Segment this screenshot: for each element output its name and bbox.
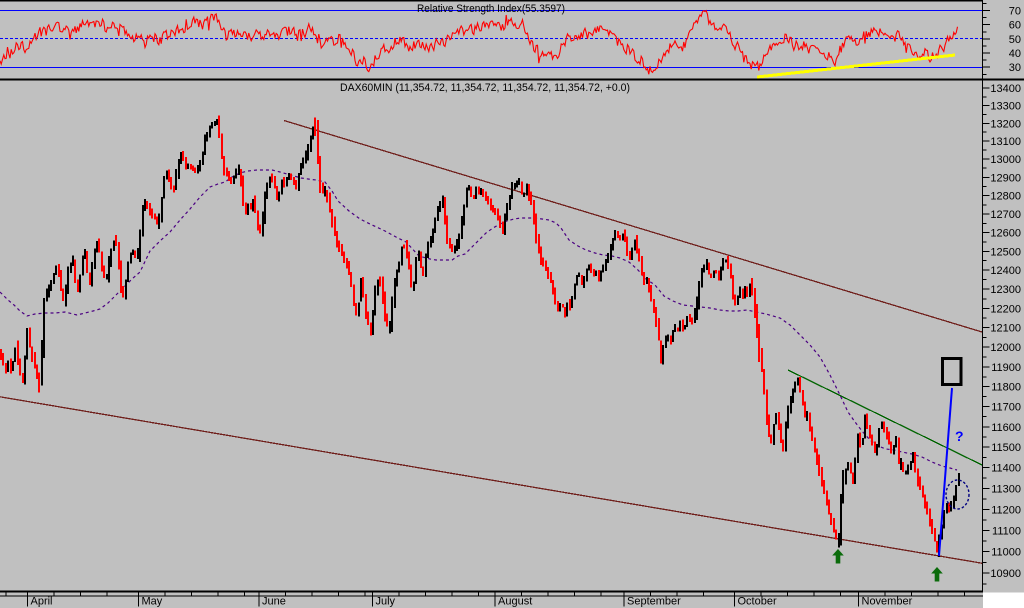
svg-text:October: October bbox=[738, 596, 777, 608]
svg-text:12000: 12000 bbox=[990, 342, 1021, 354]
svg-text:July: July bbox=[376, 596, 396, 608]
svg-text:13100: 13100 bbox=[990, 136, 1021, 148]
svg-text:May: May bbox=[142, 596, 163, 608]
svg-text:13300: 13300 bbox=[990, 101, 1021, 113]
svg-text:11800: 11800 bbox=[991, 382, 1021, 394]
svg-text:11400: 11400 bbox=[991, 463, 1021, 475]
svg-text:12300: 12300 bbox=[990, 284, 1021, 296]
svg-text:12100: 12100 bbox=[990, 323, 1021, 335]
svg-text:13000: 13000 bbox=[990, 154, 1021, 166]
svg-text:11600: 11600 bbox=[991, 422, 1021, 434]
svg-text:Relative Strength Index(55.359: Relative Strength Index(55.3597) bbox=[417, 3, 565, 15]
svg-text:November: November bbox=[862, 596, 913, 608]
svg-text:12800: 12800 bbox=[990, 191, 1021, 203]
svg-text:10900: 10900 bbox=[990, 568, 1021, 580]
svg-text:70: 70 bbox=[1009, 6, 1021, 18]
svg-text:30: 30 bbox=[1009, 62, 1021, 74]
svg-text:August: August bbox=[498, 596, 532, 608]
svg-text:?: ? bbox=[955, 428, 964, 444]
svg-text:11200: 11200 bbox=[991, 504, 1021, 516]
svg-text:13200: 13200 bbox=[990, 118, 1021, 130]
svg-text:50: 50 bbox=[1009, 34, 1021, 46]
svg-text:12200: 12200 bbox=[990, 303, 1021, 315]
svg-text:September: September bbox=[627, 596, 681, 608]
svg-text:11300: 11300 bbox=[991, 483, 1021, 495]
svg-text:11500: 11500 bbox=[991, 442, 1021, 454]
svg-text:June: June bbox=[262, 596, 286, 608]
svg-text:12600: 12600 bbox=[990, 228, 1021, 240]
svg-text:40: 40 bbox=[1009, 48, 1021, 60]
svg-text:April: April bbox=[31, 596, 53, 608]
svg-text:12400: 12400 bbox=[990, 265, 1021, 277]
svg-text:60: 60 bbox=[1009, 20, 1021, 32]
svg-text:12500: 12500 bbox=[990, 246, 1021, 258]
svg-text:12700: 12700 bbox=[990, 209, 1021, 221]
svg-text:DAX60MIN (11,354.72, 11,354.72: DAX60MIN (11,354.72, 11,354.72, 11,354.7… bbox=[340, 82, 630, 94]
svg-text:11900: 11900 bbox=[991, 362, 1021, 374]
svg-text:13400: 13400 bbox=[990, 83, 1021, 95]
svg-text:12900: 12900 bbox=[990, 172, 1021, 184]
svg-text:11000: 11000 bbox=[991, 547, 1021, 559]
svg-text:11700: 11700 bbox=[991, 402, 1021, 414]
svg-text:11100: 11100 bbox=[992, 525, 1021, 537]
